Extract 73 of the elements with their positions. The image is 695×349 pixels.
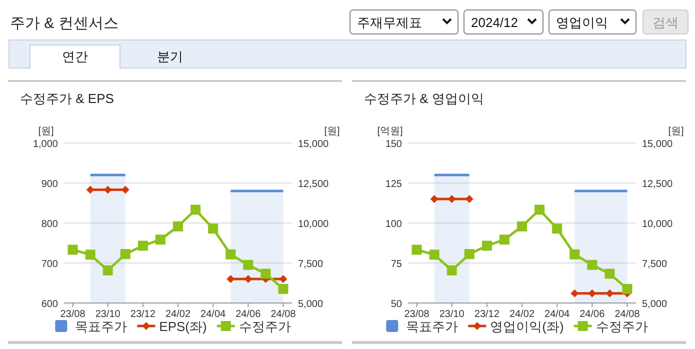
y-tick-label: 1,000: [32, 139, 58, 150]
point: [243, 260, 254, 270]
y2-axis-title: [원]: [668, 126, 684, 137]
point: [587, 260, 598, 270]
legend-label: 영업이익(좌): [490, 319, 564, 334]
x-tick-label: 24/04: [200, 309, 226, 320]
point: [429, 250, 440, 260]
point: [120, 249, 130, 260]
y2-tick-label: 7,500: [298, 259, 324, 270]
point: [534, 204, 545, 215]
point: [68, 244, 78, 255]
point: [155, 234, 166, 245]
legend-label: 목표주가: [75, 319, 128, 334]
point: [604, 268, 615, 279]
x-tick-label: 24/04: [544, 309, 570, 320]
y-tick-label: 700: [41, 259, 58, 270]
point: [482, 240, 492, 251]
point: [464, 249, 474, 260]
chart-title: 수정주가 & 영업이익: [364, 91, 484, 106]
x-tick-label: 24/06: [580, 309, 606, 320]
point: [260, 268, 271, 279]
y-tick-label: 50: [390, 299, 402, 310]
x-tick-label: 24/02: [165, 309, 191, 320]
x-tick-label: 24/08: [270, 309, 296, 320]
point: [138, 240, 148, 251]
x-tick-label: 24/08: [614, 309, 640, 320]
x-tick-label: 23/08: [60, 309, 86, 320]
point: [570, 249, 580, 260]
x-tick-label: 23/10: [439, 309, 465, 320]
y2-tick-label: 10,000: [298, 219, 330, 230]
y-tick-label: 100: [385, 219, 402, 230]
point: [552, 224, 562, 234]
y2-tick-label: 5,000: [642, 299, 668, 310]
y-axis-title: [억원]: [377, 126, 403, 137]
point: [173, 221, 183, 232]
y-tick-label: 800: [41, 219, 58, 230]
point: [278, 284, 288, 294]
y2-tick-label: 5,000: [298, 299, 324, 310]
y-tick-label: 75: [390, 259, 402, 270]
x-tick-label: 23/10: [95, 309, 121, 320]
x-tick-label: 24/02: [509, 309, 535, 320]
legend-label: 목표주가: [406, 319, 458, 334]
x-tick-label: 24/06: [236, 309, 262, 320]
legend-label: EPS(좌): [159, 319, 207, 334]
y2-tick-label: 15,000: [642, 139, 674, 150]
chart-title: 수정주가 & EPS: [20, 91, 114, 106]
point: [190, 204, 201, 215]
x-tick-label: 23/08: [404, 309, 430, 320]
point: [85, 250, 96, 260]
y2-tick-label: 7,500: [642, 259, 668, 270]
y2-tick-label: 15,000: [298, 139, 330, 150]
point: [412, 244, 422, 255]
y-tick-label: 900: [41, 179, 58, 190]
point: [102, 265, 113, 276]
page-header: 주가 & 컨센서스 주재무제표 2024/12 영업이익 검색 연간 분기: [8, 10, 688, 70]
point: [446, 265, 457, 276]
y2-tick-label: 12,500: [298, 179, 330, 190]
legend-label: 수정주가: [238, 319, 291, 334]
legend-label: 수정주가: [596, 319, 648, 334]
y-axis-title: [원]: [38, 126, 54, 137]
y-tick-label: 125: [385, 179, 402, 190]
x-tick-label: 23/12: [130, 309, 156, 320]
y-tick-label: 600: [41, 299, 58, 310]
point: [499, 234, 510, 245]
point: [517, 221, 527, 232]
y2-tick-label: 10,000: [642, 219, 674, 230]
point: [208, 224, 218, 234]
y-tick-label: 150: [385, 139, 402, 150]
y2-axis-title: [원]: [324, 126, 340, 137]
x-tick-label: 23/12: [474, 309, 500, 320]
point: [622, 284, 632, 294]
point: [226, 249, 236, 260]
y2-tick-label: 12,500: [642, 179, 674, 190]
